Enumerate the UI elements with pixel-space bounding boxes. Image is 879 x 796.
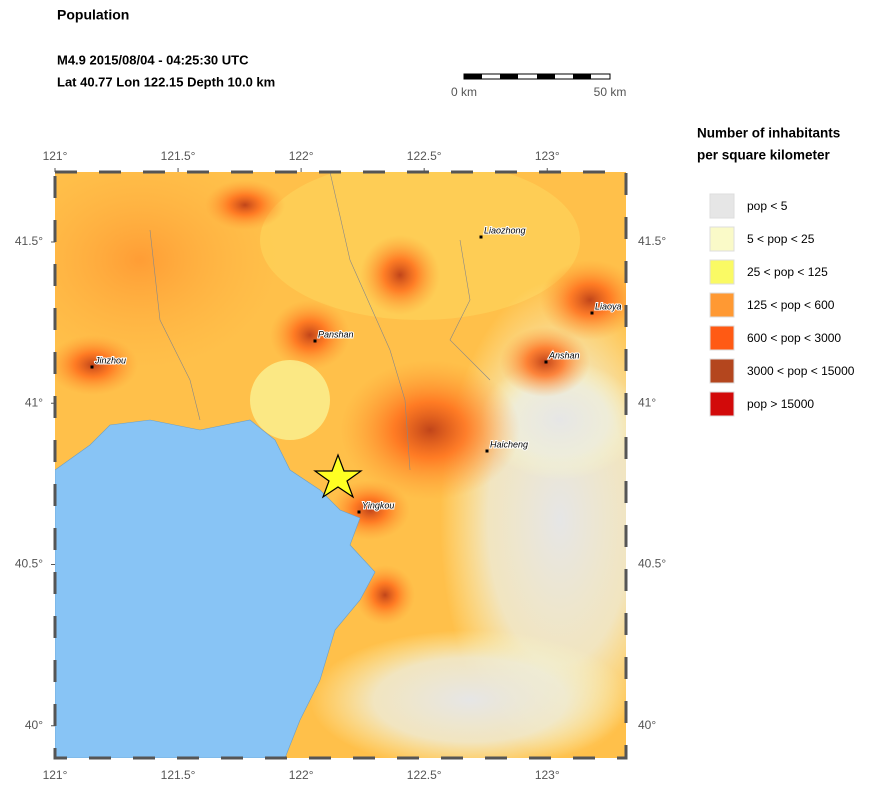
- legend-swatch: [709, 325, 735, 351]
- legend-swatch: [709, 391, 735, 417]
- legend-label: 3000 < pop < 15000: [747, 364, 855, 378]
- x-tick-label: 121°: [43, 149, 68, 163]
- city-label: Jinzhou: [94, 355, 126, 365]
- y-tick-label: 40.5°: [638, 557, 666, 571]
- legend-swatch: [709, 358, 735, 384]
- scale-bar: 0 km 50 km: [451, 73, 627, 99]
- x-tick-label: 121.5°: [161, 149, 196, 163]
- legend-swatch: [709, 226, 735, 252]
- y-tick-label: 41.5°: [15, 234, 43, 248]
- y-tick-label: 40°: [638, 718, 656, 732]
- x-tick-label: 122.5°: [407, 768, 442, 782]
- x-tick-label: 123°: [535, 768, 560, 782]
- title: Population: [57, 7, 129, 23]
- city-marker: [313, 339, 317, 343]
- legend-label: pop > 15000: [747, 397, 814, 411]
- city-marker: [357, 510, 361, 514]
- city-marker: [590, 311, 594, 315]
- y-tick-label: 41°: [25, 395, 43, 409]
- legend-label: 5 < pop < 25: [747, 232, 815, 246]
- scale-label: 0 km: [451, 85, 477, 99]
- city-label: Haicheng: [490, 439, 528, 449]
- city-marker: [544, 360, 548, 364]
- legend-title: Number of inhabitants: [697, 126, 840, 141]
- legend-swatch: [709, 292, 735, 318]
- legend-label: pop < 5: [747, 199, 788, 213]
- city-marker: [485, 449, 489, 453]
- y-tick-label: 40.5°: [15, 557, 43, 571]
- x-tick-label: 122°: [289, 768, 314, 782]
- legend-swatch: [709, 193, 735, 219]
- legend-title: per square kilometer: [697, 148, 831, 163]
- event-line: M4.9 2015/08/04 - 04:25:30 UTC: [57, 52, 249, 67]
- cities: Jinzhou Panshan Liaozhong Liaoya Anshan Haich…: [90, 224, 623, 514]
- x-tick-label: 123°: [535, 149, 560, 163]
- y-tick-label: 41°: [638, 395, 656, 409]
- y-tick-label: 41.5°: [638, 234, 666, 248]
- city-label: Liaozhong: [484, 225, 526, 235]
- scale-label: 50 km: [594, 85, 627, 99]
- legend-swatch: [709, 259, 735, 285]
- city-label: Liaoya: [595, 301, 622, 311]
- map-frame: [53, 170, 628, 760]
- x-tick-label: 122°: [289, 149, 314, 163]
- city-marker: [479, 235, 483, 239]
- legend-label: 600 < pop < 3000: [747, 331, 841, 345]
- legend-label: 25 < pop < 125: [747, 265, 828, 279]
- y-tick-label: 40°: [25, 718, 43, 732]
- city-label: Anshan: [548, 350, 580, 360]
- city-label: Yingkou: [362, 500, 394, 510]
- epicenter-star: [313, 453, 363, 499]
- x-tick-label: 122.5°: [407, 149, 442, 163]
- legend-label: 125 < pop < 600: [747, 298, 835, 312]
- x-tick-label: 121.5°: [161, 768, 196, 782]
- x-tick-label: 121°: [43, 768, 68, 782]
- location-line: Lat 40.77 Lon 122.15 Depth 10.0 km: [57, 74, 275, 89]
- city-label: Panshan: [318, 329, 354, 339]
- city-marker: [90, 365, 94, 369]
